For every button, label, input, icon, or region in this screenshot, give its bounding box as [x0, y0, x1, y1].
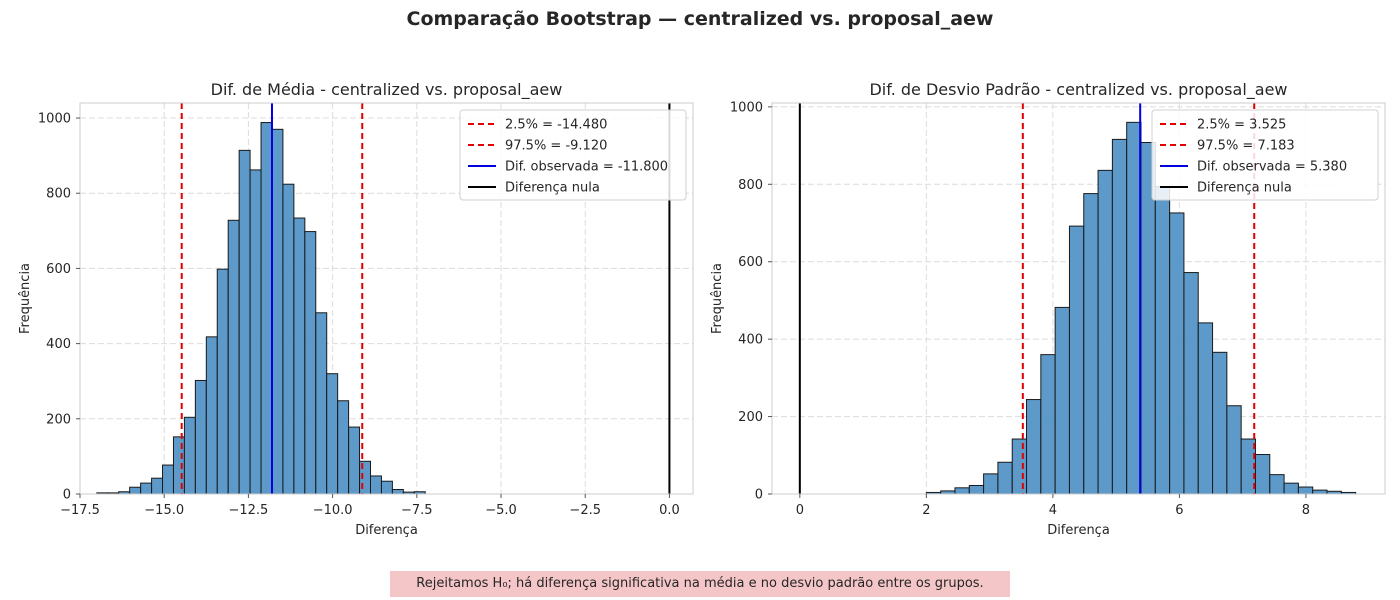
x-tick-label: −5.0: [485, 503, 517, 518]
plot-frame: [771, 102, 1386, 495]
x-tick-label: −7.5: [401, 503, 433, 518]
legend-entry-label: 97.5% = -9.120: [505, 139, 607, 154]
histogram-bar: [183, 416, 196, 495]
histogram-bar: [315, 312, 328, 495]
histogram-bar: [997, 461, 1013, 495]
legend-entry-label: 2.5% = 3.525: [1197, 118, 1286, 133]
histogram-bar: [391, 488, 404, 495]
histogram-bar: [1026, 399, 1042, 495]
histogram-bar: [304, 231, 317, 495]
histogram-bar: [1283, 482, 1299, 495]
legend-box: [459, 109, 687, 201]
x-tick-label: 8: [1302, 503, 1310, 518]
x-tick-label: 6: [1175, 503, 1183, 518]
histogram-bar: [205, 336, 218, 495]
histogram-bar: [1068, 225, 1085, 495]
y-tick-label: 600: [46, 262, 71, 277]
x-tick-label: 2: [922, 503, 930, 518]
y-tick-label: 400: [46, 337, 71, 352]
histogram-bar: [983, 473, 999, 495]
histogram-bar: [293, 217, 306, 495]
histogram-bar: [1297, 486, 1314, 495]
figure-title: Comparação Bootstrap — centralized vs. p…: [406, 8, 994, 30]
y-tick-label: 400: [738, 333, 763, 348]
plot-frame: [79, 102, 694, 495]
chart-panel-2: 0 2 4 6 8 0 200 400 600 800 1000 Dif. de Desvio Pad…: [710, 80, 1386, 538]
chart-title: Dif. de Média - centralized vs. proposal…: [211, 80, 563, 100]
histogram-bar: [172, 436, 185, 495]
x-tick-label: 0: [796, 503, 804, 518]
y-tick-label: 200: [738, 410, 763, 425]
histogram-bar: [260, 122, 273, 495]
histogram-bar: [129, 486, 142, 495]
histogram-bar: [348, 426, 361, 495]
x-tick-label: −17.5: [60, 503, 100, 518]
histogram-bar: [249, 169, 262, 495]
y-tick-label: 1000: [38, 112, 71, 127]
legend-entry-label: Dif. observada = -11.800: [505, 160, 668, 175]
histogram-bar: [1312, 489, 1328, 495]
legend-box: [1151, 109, 1379, 201]
histogram-bar: [968, 484, 985, 495]
legend-entry-label: Dif. observada = 5.380: [1197, 160, 1347, 175]
histogram-bar: [380, 480, 393, 495]
histogram-bar: [282, 183, 295, 495]
legend-entry-label: 2.5% = -14.480: [505, 118, 607, 133]
histogram-bar: [1011, 438, 1028, 495]
histogram-bar: [1054, 306, 1070, 495]
x-tick-label: −15.0: [144, 503, 184, 518]
y-tick-label: 1000: [730, 100, 763, 115]
legend-entry-label: 97.5% = 7.183: [1197, 139, 1295, 154]
y-tick-label: 200: [46, 412, 71, 427]
histogram-bar: [216, 268, 229, 495]
histogram-bar: [1254, 454, 1271, 495]
conclusion-note: Rejeitamos H₀; há diferença significativ…: [390, 571, 1010, 597]
histogram-bar: [151, 477, 164, 495]
histogram-bar: [162, 464, 174, 495]
histogram-bar: [326, 373, 339, 495]
x-axis-label: Diferença: [1047, 523, 1110, 538]
histogram-bar: [227, 219, 240, 495]
x-tick-label: −12.5: [228, 503, 268, 518]
histogram-bar: [1169, 212, 1185, 495]
x-tick-label: −2.5: [569, 503, 601, 518]
y-axis-label: Frequência: [710, 263, 725, 334]
histogram-bar: [370, 475, 382, 495]
legend: 2.5% = -14.480 97.5% = -9.120 Dif. observa…: [459, 109, 687, 201]
y-tick-label: 0: [63, 488, 71, 503]
histogram-bar: [1097, 169, 1113, 495]
histogram-bar: [337, 400, 350, 495]
histogram-bar: [1126, 121, 1142, 495]
x-tick-label: 4: [1049, 503, 1057, 518]
histogram-bar: [1040, 354, 1056, 495]
histogram-bar: [954, 487, 970, 495]
histogram-bar: [1183, 272, 1199, 495]
legend: 2.5% = 3.525 97.5% = 7.183 Dif. observada …: [1151, 109, 1379, 201]
histogram-bar: [1154, 186, 1171, 495]
histogram-bar: [271, 128, 284, 495]
legend-entry-label: Diferença nula: [505, 181, 600, 196]
chart-title: Dif. de Desvio Padrão - centralized vs. …: [869, 80, 1287, 100]
y-tick-label: 800: [738, 178, 763, 193]
y-tick-label: 0: [755, 488, 763, 503]
histogram-bar: [1111, 138, 1128, 495]
y-tick-label: 600: [738, 255, 763, 270]
histogram-bar: [238, 149, 251, 495]
x-tick-label: −10.0: [313, 503, 353, 518]
y-axis-label: Frequência: [18, 263, 33, 334]
legend-entry-label: Diferença nula: [1197, 181, 1292, 196]
histogram-bar: [1212, 351, 1228, 495]
x-tick-label: 0.0: [659, 503, 680, 518]
histogram-bar: [1269, 474, 1285, 495]
histogram-bar: [1197, 322, 1214, 495]
histogram-bar: [359, 460, 372, 495]
y-tick-label: 800: [46, 187, 71, 202]
x-axis-label: Diferença: [355, 523, 418, 538]
histogram-bar: [1083, 193, 1099, 495]
chart-panel-1: −17.5 −15.0 −12.5 −10.0 −7.5 −5.0 −2.5 0.0 0 200 4…: [18, 80, 694, 538]
histogram-bar: [194, 379, 207, 495]
histogram-bar: [140, 482, 153, 495]
histogram-bar: [1226, 405, 1242, 495]
